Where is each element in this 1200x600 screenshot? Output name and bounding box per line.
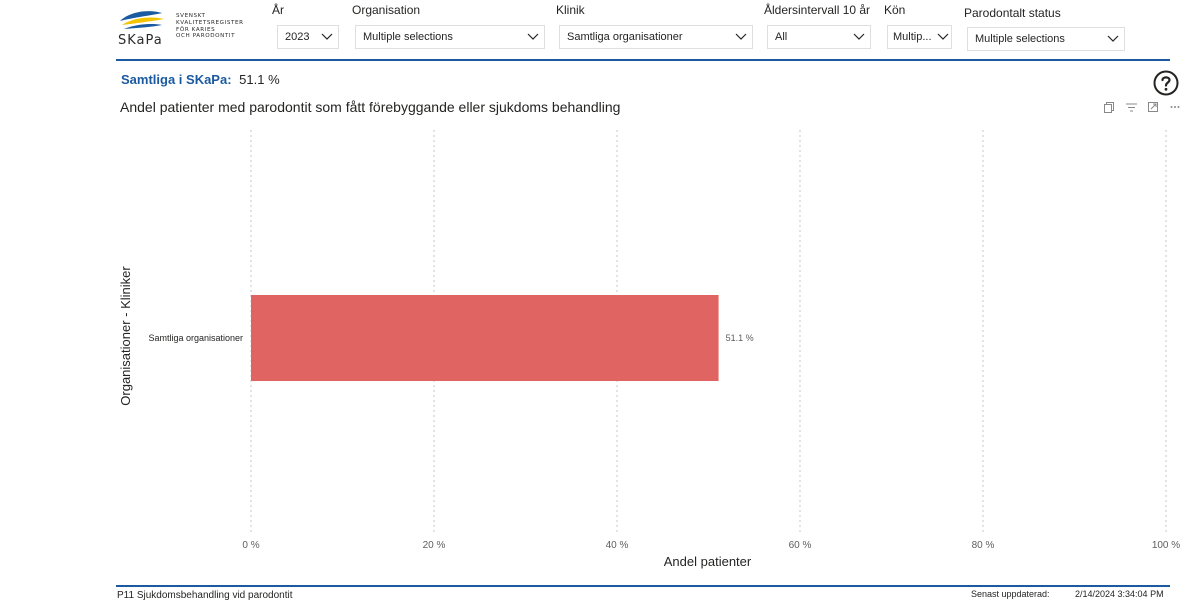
- bar-chart: 51.1 % 0 % 20 % 40 % 60 % 80 % 100 % Samtliga…: [118, 130, 1180, 569]
- filter-year-value: 2023: [285, 31, 310, 43]
- focus-mode-icon[interactable]: [1146, 100, 1160, 114]
- chart-x-ticks: 0 % 20 % 40 % 60 % 80 % 100 %: [242, 540, 1180, 551]
- x-tick-label: 40 %: [606, 540, 629, 551]
- chevron-down-icon: [522, 26, 544, 48]
- filter-year-label: År: [272, 3, 284, 17]
- filter-gender: Kön: [884, 3, 905, 19]
- footer-divider: [116, 585, 1170, 587]
- filter-gender-label: Kön: [884, 3, 906, 17]
- report-header: SKaPa SVENSKT KVALITETSREGISTER FÖR KARI…: [0, 0, 1200, 60]
- more-options-icon[interactable]: [1168, 100, 1182, 114]
- x-tick-label: 100 %: [1152, 540, 1180, 551]
- filter-icon[interactable]: [1124, 100, 1138, 114]
- filter-klinik-dropdown[interactable]: Samtliga organisationer: [559, 25, 753, 49]
- y-axis-title: Organisationer - Kliniker: [118, 266, 133, 406]
- filter-periodontal-status-value: Multiple selections: [975, 33, 1065, 45]
- kpi-summary: Samtliga i SKaPa: 51.1 %: [121, 72, 280, 87]
- filter-organisation-value: Multiple selections: [363, 31, 453, 43]
- filter-age-interval-label: Åldersintervall 10 år: [764, 3, 871, 17]
- kpi-value: 51.1 %: [239, 72, 280, 87]
- filter-klinik: Klinik: [556, 3, 585, 19]
- logo-wordmark: SKaPa: [118, 33, 163, 48]
- skapa-logo: SKaPa SVENSKT KVALITETSREGISTER FÖR KARI…: [116, 7, 266, 48]
- x-axis-title: Andel patienter: [664, 554, 752, 569]
- question-circle-icon[interactable]: [1153, 70, 1179, 96]
- x-tick-label: 60 %: [789, 540, 812, 551]
- x-tick-label: 0 %: [242, 540, 259, 551]
- chevron-down-icon: [935, 26, 951, 48]
- filter-year-dropdown[interactable]: 2023: [277, 25, 339, 49]
- chevron-down-icon: [316, 26, 338, 48]
- filter-organisation-dropdown[interactable]: Multiple selections: [355, 25, 545, 49]
- filter-age-interval-value: All: [775, 31, 788, 43]
- x-tick-label: 20 %: [423, 540, 446, 551]
- filter-year: År: [272, 3, 284, 19]
- filter-periodontal-status: Parodontalt status: [964, 6, 1061, 22]
- filter-klinik-value: Samtliga organisationer: [567, 31, 683, 43]
- last-updated-value: 2/14/2024 3:34:04 PM: [1075, 589, 1164, 599]
- x-tick-label: 80 %: [972, 540, 995, 551]
- filter-organisation: Organisation: [352, 3, 420, 19]
- filter-gender-value: Multip...: [893, 31, 932, 43]
- filter-age-interval: Åldersintervall 10 år: [764, 3, 870, 19]
- last-updated-label: Senast uppdaterad:: [971, 589, 1050, 599]
- visual-title: Andel patienter med parodontit som fått …: [120, 99, 621, 115]
- chart-categories: Samtliga organisationer: [148, 333, 243, 343]
- chevron-down-icon: [1102, 28, 1124, 50]
- bar[interactable]: [251, 295, 719, 381]
- bar-data-label: 51.1 %: [726, 333, 754, 343]
- chevron-down-icon: [730, 26, 752, 48]
- category-label: Samtliga organisationer: [148, 333, 243, 343]
- chart-bars: 51.1 %: [251, 295, 754, 381]
- logo-tagline: SVENSKT KVALITETSREGISTER FÖR KARIES OCH…: [176, 13, 244, 40]
- header-divider: [116, 59, 1170, 61]
- kpi-label: Samtliga i SKaPa:: [121, 72, 232, 87]
- filter-gender-dropdown[interactable]: Multip...: [887, 25, 952, 49]
- chevron-down-icon: [848, 26, 870, 48]
- filter-organisation-label: Organisation: [352, 3, 421, 17]
- filter-periodontal-status-label: Parodontalt status: [964, 6, 1061, 20]
- filter-age-interval-dropdown[interactable]: All: [767, 25, 871, 49]
- copy-icon[interactable]: [1102, 100, 1116, 114]
- filter-klinik-label: Klinik: [556, 3, 585, 17]
- filter-periodontal-status-dropdown[interactable]: Multiple selections: [967, 27, 1125, 51]
- visual-header-toolbar: [1102, 100, 1182, 114]
- page-name: P11 Sjukdomsbehandling vid parodontit: [117, 590, 293, 600]
- skapa-logo-mark: [120, 11, 164, 29]
